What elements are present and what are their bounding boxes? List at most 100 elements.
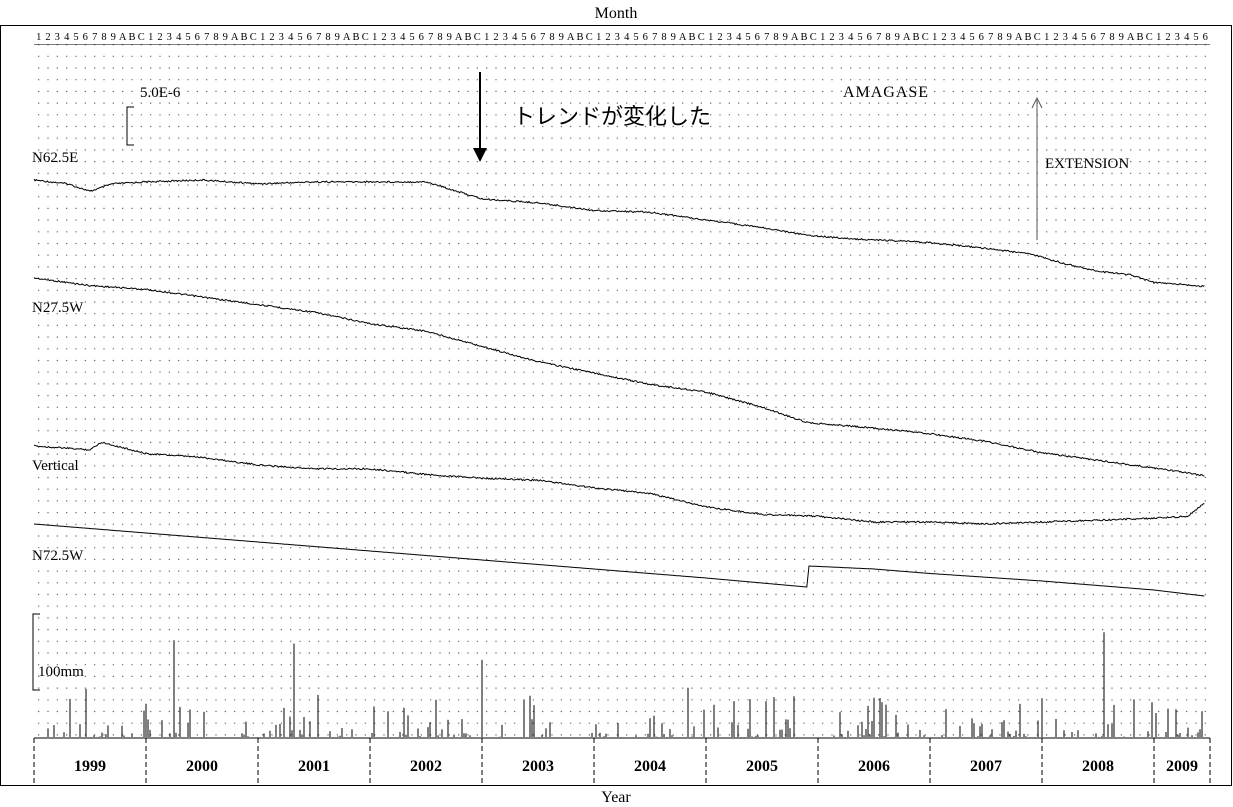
year-label: 2001 <box>298 758 330 775</box>
month-tick-label: 9 <box>111 32 116 43</box>
strain-scale-bar <box>126 106 134 146</box>
month-tick-label: A <box>455 32 463 43</box>
month-tick-label: 8 <box>997 32 1002 43</box>
month-tick-label: 7 <box>92 32 97 43</box>
month-tick-label: 8 <box>773 32 778 43</box>
year-label: 2005 <box>746 758 778 775</box>
series-vertical-line <box>33 442 1205 526</box>
month-tick-label: 7 <box>1100 32 1105 43</box>
month-tick-label: C <box>362 32 369 43</box>
extension-indicator: EXTENSION <box>1031 96 1129 240</box>
month-tick-label: 2 <box>493 32 498 43</box>
month-tick-label: 7 <box>204 32 209 43</box>
month-tick-label: 1 <box>708 32 713 43</box>
month-tick-label: A <box>791 32 799 43</box>
month-tick-label: 6 <box>755 32 760 43</box>
month-tick-label: 6 <box>867 32 872 43</box>
month-tick-label: 3 <box>727 32 732 43</box>
month-tick-label: 7 <box>988 32 993 43</box>
month-tick-label: 3 <box>951 32 956 43</box>
month-tick-label: 2 <box>829 32 834 43</box>
month-tick-label: 4 <box>736 32 742 43</box>
month-tick-label: 5 <box>969 32 974 43</box>
month-tick-label: C <box>250 32 257 43</box>
month-tick-label: 8 <box>101 32 106 43</box>
month-tick-label: B <box>1024 32 1031 43</box>
month-tick-label: 8 <box>549 32 554 43</box>
month-tick-label: B <box>352 32 359 43</box>
month-tick-label: 8 <box>213 32 218 43</box>
month-tick-label: 6 <box>195 32 200 43</box>
month-tick-label: 5 <box>521 32 526 43</box>
month-tick-label: 4 <box>960 32 966 43</box>
month-tick-label: B <box>464 32 471 43</box>
month-tick-label: 4 <box>512 32 518 43</box>
month-tick-label: 4 <box>400 32 406 43</box>
year-label: 2004 <box>634 758 666 775</box>
month-tick-label: C <box>138 32 145 43</box>
month-tick-label: 4 <box>624 32 630 43</box>
series-n72-5w-line <box>33 523 1205 597</box>
month-tick-label: B <box>1136 32 1143 43</box>
month-tick-label: A <box>231 32 239 43</box>
month-tick-label: 1 <box>372 32 377 43</box>
month-tick-label: 3 <box>1063 32 1068 43</box>
series-n62-5e-label: N62.5E <box>32 150 78 166</box>
month-tick-label: 8 <box>661 32 666 43</box>
month-tick-label: 1 <box>1156 32 1161 43</box>
month-tick-label: 8 <box>1109 32 1114 43</box>
month-tick-label: 9 <box>1119 32 1124 43</box>
month-tick-label: 6 <box>419 32 424 43</box>
chart-frame <box>0 25 1232 786</box>
year-label: 2000 <box>186 758 218 775</box>
month-tick-label: 6 <box>643 32 648 43</box>
precip-scale: 100mm <box>32 613 84 691</box>
month-tick-label: A <box>903 32 911 43</box>
month-tick-label: 5 <box>633 32 638 43</box>
month-tick-label: 1 <box>820 32 825 43</box>
month-tick-label: 7 <box>764 32 769 43</box>
year-label: 2002 <box>410 758 442 775</box>
month-tick-label: C <box>698 32 705 43</box>
month-tick-label: C <box>810 32 817 43</box>
month-tick-label: 4 <box>176 32 182 43</box>
month-tick-label: 9 <box>559 32 564 43</box>
month-tick-label: 2 <box>157 32 162 43</box>
month-tick-label: 3 <box>503 32 508 43</box>
month-tick-label: 1 <box>484 32 489 43</box>
month-tick-label: 4 <box>848 32 854 43</box>
year-label: 2006 <box>858 758 890 775</box>
month-tick-label: 4 <box>1072 32 1078 43</box>
precipitation-bars <box>47 632 1203 737</box>
month-tick-label: 6 <box>979 32 984 43</box>
month-tick-label: 8 <box>325 32 330 43</box>
month-tick-label: 2 <box>381 32 386 43</box>
annotation-arrowhead <box>473 148 487 162</box>
series-n72-5w-label: N72.5W <box>32 548 84 564</box>
month-tick-label: A <box>1015 32 1023 43</box>
month-tick-label: 9 <box>447 32 452 43</box>
strain-series: N62.5E N27.5W Vertical N72.5W <box>32 150 1205 597</box>
month-tick-label: C <box>1034 32 1041 43</box>
year-label: 2008 <box>1082 758 1114 775</box>
month-tick-label: 9 <box>895 32 900 43</box>
month-tick-label: 6 <box>531 32 536 43</box>
series-n62-5e-line <box>33 178 1205 288</box>
year-label: 2009 <box>1166 758 1198 775</box>
month-tick-label: B <box>912 32 919 43</box>
month-tick-label: 4 <box>1184 32 1190 43</box>
month-tick-label: B <box>576 32 583 43</box>
station-label: AMAGASE <box>843 84 929 101</box>
month-tick-label: 5 <box>409 32 414 43</box>
month-tick-label: 5 <box>73 32 78 43</box>
month-tick-label: 2 <box>605 32 610 43</box>
month-tick-label: A <box>119 32 127 43</box>
month-tick-label: 1 <box>148 32 153 43</box>
month-tick-label: A <box>679 32 687 43</box>
month-tick-label: 3 <box>839 32 844 43</box>
year-label: 2003 <box>522 758 554 775</box>
month-tick-label: 5 <box>185 32 190 43</box>
month-tick-label: 9 <box>335 32 340 43</box>
